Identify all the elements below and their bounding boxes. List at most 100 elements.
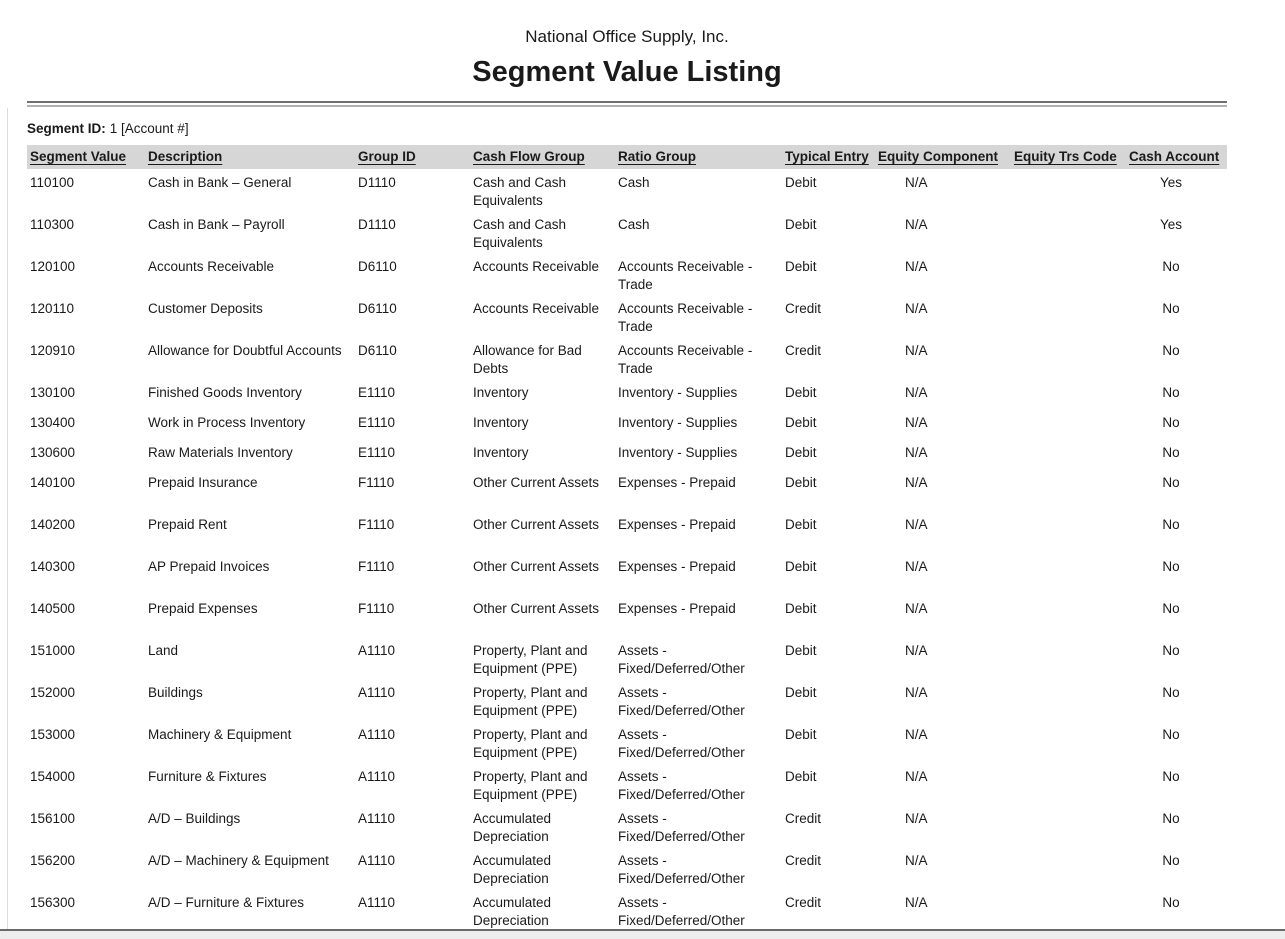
cell-segment-value: 110300	[30, 217, 75, 232]
cell-cash-flow-group: Accounts Receivable	[473, 259, 600, 274]
table-row: 152000 Buildings A1110 Property, Plant a…	[27, 679, 1227, 721]
table-row: 156100 A/D – Buildings A1110 Accumulated…	[27, 805, 1227, 847]
cell-equity-trs-code	[1011, 469, 1126, 511]
table-body: 110100 Cash in Bank – General D1110 Cash…	[27, 169, 1227, 931]
page-left-edge-line	[7, 108, 8, 931]
table-row: 120910 Allowance for Doubtful Accounts D…	[27, 337, 1227, 379]
cell-equity-trs-code	[1011, 889, 1126, 931]
cell-ratio-group: Expenses - Prepaid	[618, 559, 736, 574]
cell-equity-component: N/A	[905, 445, 928, 460]
cell-ratio-group: Assets - Fixed/Deferred/Other	[618, 727, 745, 760]
cell-description: A/D – Buildings	[148, 811, 241, 826]
segment-id-value: 1 [Account #]	[109, 121, 189, 136]
column-header-equity-trs-code: Equity Trs Code	[1011, 145, 1126, 169]
cell-cash-flow-group: Property, Plant and Equipment (PPE)	[473, 769, 588, 802]
cell-equity-component: N/A	[905, 175, 928, 190]
cell-segment-value: 110100	[30, 175, 75, 190]
cell-description: A/D – Machinery & Equipment	[148, 853, 329, 868]
cell-equity-component: N/A	[905, 769, 928, 784]
cell-group-id: D1110	[358, 175, 396, 190]
column-header-ratio-group: Ratio Group	[615, 145, 782, 169]
column-header-cash-account: Cash Account	[1126, 145, 1227, 169]
cell-group-id: E1110	[358, 445, 396, 460]
cell-cash-flow-group: Property, Plant and Equipment (PPE)	[473, 643, 588, 676]
cell-typical-entry: Debit	[785, 385, 817, 400]
cell-typical-entry: Debit	[785, 259, 817, 274]
cell-typical-entry: Credit	[785, 895, 822, 910]
cell-typical-entry: Debit	[785, 727, 817, 742]
cell-description: Prepaid Insurance	[148, 475, 258, 490]
cell-cash-flow-group: Inventory	[473, 445, 529, 460]
company-name: National Office Supply, Inc.	[525, 27, 729, 46]
cell-cash-account: No	[1162, 601, 1180, 616]
cell-typical-entry: Debit	[785, 445, 817, 460]
cell-cash-account: No	[1162, 559, 1180, 574]
cell-segment-value: 120110	[30, 301, 75, 316]
cell-ratio-group: Assets - Fixed/Deferred/Other	[618, 769, 745, 802]
table-row: 156300 A/D – Furniture & Fixtures A1110 …	[27, 889, 1227, 931]
cell-equity-trs-code	[1011, 763, 1126, 805]
cell-ratio-group: Accounts Receivable - Trade	[618, 259, 753, 292]
cell-description: Work in Process Inventory	[148, 415, 306, 430]
cell-segment-value: 130600	[30, 445, 76, 460]
cell-ratio-group: Assets - Fixed/Deferred/Other	[618, 643, 745, 676]
cell-ratio-group: Assets - Fixed/Deferred/Other	[618, 685, 745, 718]
cell-typical-entry: Credit	[785, 343, 822, 358]
cell-cash-account: No	[1162, 415, 1180, 430]
cell-cash-flow-group: Property, Plant and Equipment (PPE)	[473, 727, 588, 760]
cell-description: Allowance for Doubtful Accounts	[148, 343, 342, 358]
cell-cash-account: No	[1162, 445, 1180, 460]
cell-cash-account: No	[1162, 811, 1180, 826]
cell-group-id: A1110	[358, 643, 396, 658]
table-row: 151000 Land A1110 Property, Plant and Eq…	[27, 637, 1227, 679]
cell-cash-account: No	[1162, 727, 1180, 742]
cell-equity-trs-code	[1011, 595, 1126, 637]
column-header-segment-value: Segment Value	[27, 145, 145, 169]
cell-group-id: A1110	[358, 853, 396, 868]
cell-cash-flow-group: Allowance for Bad Debts	[473, 343, 582, 376]
column-header-cash-flow-group: Cash Flow Group	[470, 145, 615, 169]
cell-equity-trs-code	[1011, 337, 1126, 379]
cell-segment-value: 120910	[30, 343, 76, 358]
cell-cash-flow-group: Accumulated Depreciation	[473, 895, 552, 928]
cell-description: Land	[148, 643, 179, 658]
cell-equity-component: N/A	[905, 415, 928, 430]
cell-equity-trs-code	[1011, 253, 1126, 295]
cell-cash-account: Yes	[1159, 175, 1183, 190]
cell-equity-component: N/A	[905, 727, 928, 742]
cell-equity-component: N/A	[905, 559, 928, 574]
cell-cash-flow-group: Accounts Receivable	[473, 301, 600, 316]
cell-equity-trs-code	[1011, 511, 1126, 553]
cell-equity-component: N/A	[905, 811, 928, 826]
cell-cash-flow-group: Other Current Assets	[473, 559, 600, 574]
cell-equity-component: N/A	[905, 217, 928, 232]
report-title: Segment Value Listing	[472, 56, 782, 88]
table-header-row: Segment Value Description Group ID Cash …	[27, 145, 1227, 169]
cell-description: Buildings	[148, 685, 203, 700]
cell-group-id: E1110	[358, 385, 396, 400]
cell-cash-account: No	[1162, 475, 1180, 490]
cell-ratio-group: Inventory - Supplies	[618, 385, 738, 400]
cell-ratio-group: Cash	[618, 175, 650, 190]
cell-equity-component: N/A	[905, 259, 928, 274]
cell-group-id: A1110	[358, 769, 396, 784]
cell-typical-entry: Debit	[785, 175, 817, 190]
cell-segment-value: 120100	[30, 259, 76, 274]
cell-ratio-group: Inventory - Supplies	[618, 415, 738, 430]
cell-cash-flow-group: Other Current Assets	[473, 601, 600, 616]
cell-cash-flow-group: Inventory	[473, 385, 529, 400]
cell-typical-entry: Debit	[785, 601, 817, 616]
column-header-description: Description	[145, 145, 355, 169]
cell-description: Prepaid Expenses	[148, 601, 258, 616]
cell-ratio-group: Accounts Receivable - Trade	[618, 343, 753, 376]
cell-equity-trs-code	[1011, 409, 1126, 439]
cell-cash-account: Yes	[1159, 217, 1183, 232]
cell-typical-entry: Credit	[785, 811, 822, 826]
cell-typical-entry: Credit	[785, 853, 822, 868]
cell-description: Cash in Bank – General	[148, 175, 292, 190]
cell-equity-trs-code	[1011, 721, 1126, 763]
table-row: 110100 Cash in Bank – General D1110 Cash…	[27, 169, 1227, 211]
cell-cash-account: No	[1162, 517, 1180, 532]
cell-segment-value: 130100	[30, 385, 76, 400]
